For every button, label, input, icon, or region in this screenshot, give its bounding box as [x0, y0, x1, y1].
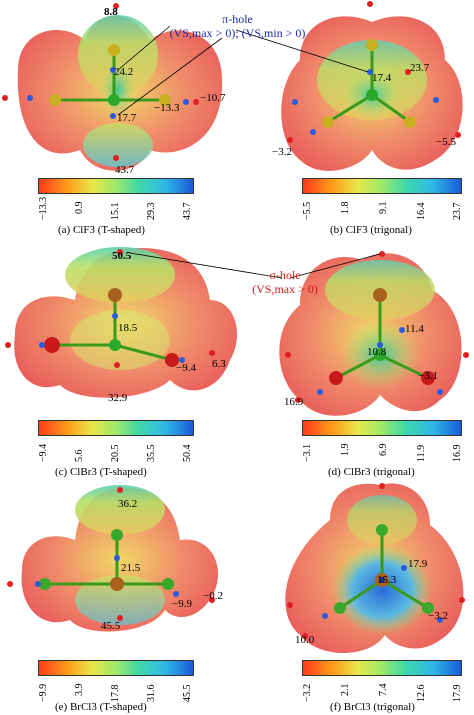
sigma-hole-condition: (VS,max > 0): [252, 282, 318, 296]
colorbar-tick: 6.9: [378, 443, 389, 457]
value-label: 10.0: [295, 634, 315, 646]
colorbar-tick: 23.7: [452, 202, 463, 221]
colorbar-tick: −3.1: [302, 443, 313, 462]
panel-caption: (b) ClF3 (trigonal): [330, 224, 412, 236]
colorbar-tick: 45.5: [182, 684, 193, 703]
colorbar-e: [38, 660, 194, 676]
colorbar-tick: 9.1: [378, 201, 389, 215]
value-label: 17.9: [408, 558, 428, 570]
value-label: 21.5: [121, 562, 141, 574]
colorbar-tick: 35.5: [146, 444, 157, 463]
surface-d: [279, 251, 469, 416]
chlorine-atom: [108, 94, 120, 106]
value-label: 11.4: [405, 323, 424, 335]
surface-a: [2, 3, 223, 171]
value-label: −0.2: [203, 590, 223, 602]
panel-caption: (a) ClF3 (T-shaped): [58, 224, 145, 236]
value-label: 43.7: [115, 164, 135, 176]
value-label: 6.3: [212, 358, 226, 370]
sigma-hole-annotation: σ-hole (VS,max > 0): [240, 268, 330, 296]
colorbar-d: [302, 420, 462, 436]
surface-e: [7, 485, 219, 632]
colorbar-tick: 16.4: [416, 202, 427, 221]
panel-caption: (d) ClBr3 (trigonal): [328, 466, 415, 478]
colorbar-tick: 12.6: [416, 684, 427, 703]
colorbar-c: [38, 420, 194, 436]
value-label: 17.7: [117, 112, 137, 124]
colorbar-tick: −13.3: [38, 196, 49, 220]
value-label: −3.2: [428, 610, 448, 622]
value-label: −13.3: [154, 102, 180, 114]
value-label: 18.5: [118, 322, 138, 334]
colorbar-tick: 16.9: [452, 444, 463, 463]
panel-caption: (e) BrCl3 (T-shaped): [55, 701, 147, 713]
surface-c: [5, 247, 238, 398]
colorbar-tick: −3.2: [302, 683, 313, 702]
fluorine-atom: [159, 94, 171, 106]
value-label: 24.2: [114, 66, 134, 78]
panel-caption: (c) ClBr3 (T-shaped): [55, 466, 147, 478]
colorbar-tick: −9.4: [38, 443, 49, 462]
value-label: −10.7: [200, 92, 226, 104]
value-label: 50.5: [112, 250, 132, 262]
colorbar-tick: 29.3: [146, 202, 157, 221]
colorbar-tick: 43.7: [182, 202, 193, 221]
colorbar-tick: 1.8: [340, 201, 351, 215]
value-label: 15.3: [377, 574, 397, 586]
value-label: 16.9: [284, 396, 304, 408]
colorbar-tick: 7.4: [378, 683, 389, 697]
value-label: 8.8: [104, 6, 118, 18]
colorbar-tick: 50.4: [182, 444, 193, 463]
value-label: −5.5: [436, 136, 456, 148]
colorbar-tick: 2.1: [340, 683, 351, 697]
pi-hole-condition: (VS,max > 0); (VS,min > 0): [169, 26, 306, 40]
colorbar-f: [302, 660, 462, 676]
colorbar-tick: 15.1: [110, 202, 121, 221]
value-label: 45.5: [101, 620, 121, 632]
colorbar-b: [302, 178, 462, 194]
value-label: −9.4: [176, 362, 196, 374]
panel-caption: (f) BrCl3 (trigonal): [330, 701, 415, 713]
colorbar-tick: 3.9: [74, 683, 85, 697]
fluorine-atom: [49, 94, 61, 106]
colorbar-a: [38, 178, 194, 194]
value-label: −3.2: [272, 146, 292, 158]
colorbar-tick: −5.5: [302, 201, 313, 220]
fluorine-atom: [108, 44, 120, 56]
colorbar-tick: 11.9: [416, 444, 427, 462]
colorbar-tick: 0.9: [74, 201, 85, 215]
colorbar-tick: 20.5: [110, 444, 121, 463]
value-label: −9.9: [172, 598, 192, 610]
colorbar-tick: −9.9: [38, 683, 49, 702]
value-label: −3.1: [418, 370, 438, 382]
pi-hole-title: π-hole: [222, 12, 253, 26]
sigma-hole-title: σ-hole: [269, 268, 301, 282]
value-label: 32.9: [108, 392, 128, 404]
pi-hole-annotation: π-hole (VS,max > 0); (VS,min > 0): [150, 12, 325, 40]
colorbar-tick: 5.6: [74, 449, 85, 463]
colorbar-tick: 17.9: [452, 684, 463, 703]
value-label: 36.2: [118, 498, 138, 510]
colorbar-tick: 17.8: [110, 684, 121, 703]
value-label: 10.8: [367, 346, 387, 358]
value-label: 17.4: [372, 72, 392, 84]
surface-b: [281, 1, 463, 171]
surface-f: [285, 483, 465, 654]
value-label: 23.7: [410, 62, 430, 74]
colorbar-tick: 1.9: [340, 443, 351, 457]
colorbar-tick: 31.6: [146, 684, 157, 703]
